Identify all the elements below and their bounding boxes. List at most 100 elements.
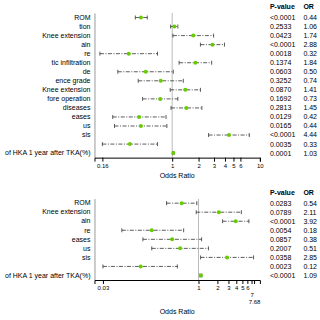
tick-label: 6 xyxy=(246,285,250,291)
tick: Knee extension xyxy=(42,86,94,93)
tick-mark xyxy=(225,158,226,162)
data-label: 1.45 xyxy=(303,104,317,111)
tick-label: 2 xyxy=(197,163,201,169)
ci-cap xyxy=(99,52,100,56)
point xyxy=(172,25,176,29)
ci-cap xyxy=(102,264,103,268)
tick: 1 xyxy=(197,280,201,291)
data-label: 0.18 xyxy=(303,227,317,234)
tick-label: ROM xyxy=(74,199,91,206)
tick: sis xyxy=(82,131,95,138)
tick: re xyxy=(84,50,94,57)
point xyxy=(159,79,163,83)
tick-label: re xyxy=(84,227,90,234)
p-value: 0.0035 xyxy=(270,141,292,148)
point xyxy=(127,52,131,56)
tick: 10 xyxy=(257,158,264,169)
p-value: 0.0001 xyxy=(270,150,292,157)
data-label: 1.84 xyxy=(303,59,317,66)
tick-label: Knee extension xyxy=(42,86,90,93)
tick: sis xyxy=(82,254,95,261)
data-label: 2.11 xyxy=(303,209,316,216)
tick-label: 4 xyxy=(235,285,239,291)
column-title: P-value xyxy=(270,189,295,196)
point xyxy=(139,264,143,268)
p-value: 0.0018 xyxy=(270,50,292,57)
point xyxy=(199,273,203,277)
tick: 6 xyxy=(239,158,243,169)
ci-cap xyxy=(172,34,173,38)
tick-label: sis xyxy=(82,254,91,261)
column-title: OR xyxy=(303,189,314,196)
tick-label: 5 xyxy=(232,163,236,169)
tick: of HKA 1 year after TKA(%) xyxy=(5,149,94,157)
tick-label: Knee extension xyxy=(42,208,90,215)
tick: de xyxy=(83,68,95,75)
p-value: 0.0283 xyxy=(270,200,292,207)
tick: 3 xyxy=(213,158,217,169)
point xyxy=(150,228,154,232)
tick-mark xyxy=(236,280,237,284)
tick-mark xyxy=(103,280,104,284)
tick: Knee extension xyxy=(42,208,94,215)
tick-mark xyxy=(199,158,200,162)
data-label: 1.03 xyxy=(303,150,317,157)
tick: diseases xyxy=(61,104,95,111)
point xyxy=(225,255,229,259)
ci-cap xyxy=(241,210,242,214)
data-label: 1.09 xyxy=(303,272,317,279)
p-value: <0.0001 xyxy=(270,14,296,21)
ci-cap xyxy=(248,219,249,223)
tick-label: of HKA 1 year after TKA(%) xyxy=(5,149,90,157)
ci-cap xyxy=(166,124,167,128)
tick-mark xyxy=(233,158,234,162)
ci-cap xyxy=(196,201,197,205)
tick: 6 xyxy=(246,280,250,291)
p-value: 0.1692 xyxy=(270,95,292,102)
ci-cap xyxy=(201,106,202,110)
data-label: 0.32 xyxy=(303,50,317,57)
data-label: 0.44 xyxy=(303,14,317,21)
p-value: 0.0857 xyxy=(270,236,292,243)
tick-label: de xyxy=(83,68,91,75)
tick-label: ence grade xyxy=(55,77,90,85)
ci-cap xyxy=(142,97,143,101)
ci-cap xyxy=(151,246,152,250)
tick-label: 3 xyxy=(227,285,231,291)
p-value: 0.3252 xyxy=(270,77,292,84)
p-value: <0.0001 xyxy=(270,218,296,225)
ci-cap xyxy=(177,25,178,29)
point xyxy=(180,201,184,205)
tick-label: tic infiltration xyxy=(52,59,91,66)
tick: ROM xyxy=(74,199,94,206)
tick: ain xyxy=(81,217,94,224)
data-label: 0.44 xyxy=(303,122,317,129)
p-value: 0.2533 xyxy=(270,23,292,30)
tick-label: eases xyxy=(72,113,91,120)
tick: eases xyxy=(72,236,95,243)
ci-cap xyxy=(249,133,250,137)
point xyxy=(139,124,143,128)
p-value: 0.0870 xyxy=(270,86,292,93)
tick: 2 xyxy=(197,158,201,169)
axis-line xyxy=(94,14,95,159)
point xyxy=(158,97,162,101)
data-label: 4.44 xyxy=(303,131,317,138)
point xyxy=(191,34,195,38)
x-axis: 0.1612345610 xyxy=(95,158,264,169)
ci-cap xyxy=(179,61,180,65)
ci-cap xyxy=(177,264,178,268)
x-axis: 0.0312345677.68 xyxy=(95,280,261,305)
tick-mark xyxy=(199,280,200,284)
column-title: OR xyxy=(303,3,314,10)
tick: Knee extension xyxy=(42,32,94,39)
ci-cap xyxy=(157,52,158,56)
data-label: 3.92 xyxy=(303,218,317,225)
tick-label: 2 xyxy=(216,285,220,291)
ci-cap xyxy=(121,228,122,232)
panel: P-valueORROMKnee extensionainreeasesussi… xyxy=(5,189,317,315)
tick: of HKA 1 year after TKA(%) xyxy=(5,272,94,280)
panel: P-valueORROMtionKnee extensionainretic i… xyxy=(5,3,317,179)
p-value: 0.0165 xyxy=(270,122,292,129)
data-label: 2.88 xyxy=(303,41,317,48)
